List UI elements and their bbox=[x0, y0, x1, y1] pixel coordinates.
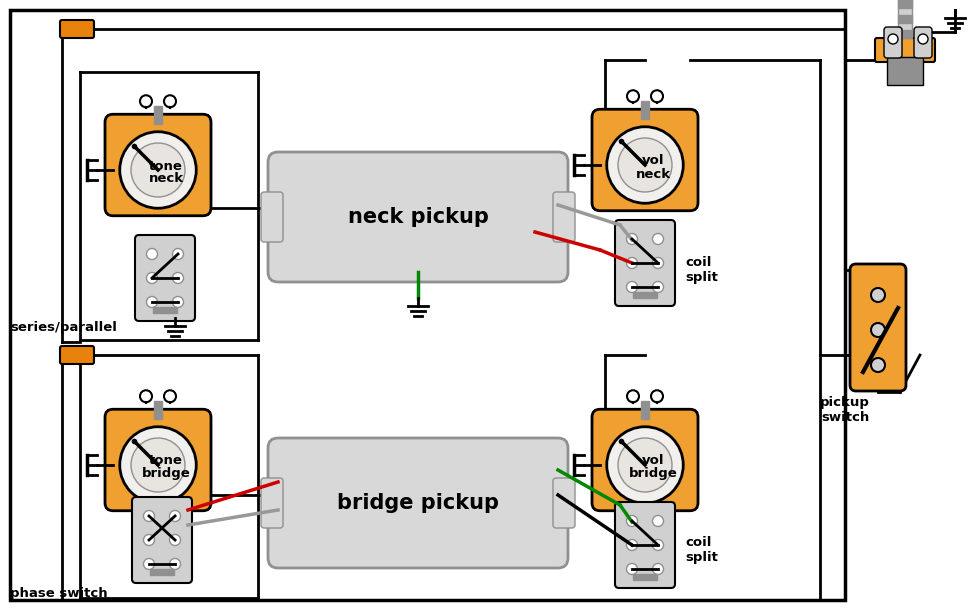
FancyBboxPatch shape bbox=[875, 38, 935, 62]
Text: neck: neck bbox=[148, 172, 183, 186]
Bar bbox=[898, 0, 912, 8]
Bar bbox=[150, 569, 174, 575]
Text: vol: vol bbox=[642, 155, 664, 167]
FancyBboxPatch shape bbox=[268, 438, 568, 568]
Circle shape bbox=[626, 257, 638, 268]
Bar bbox=[154, 401, 162, 419]
FancyBboxPatch shape bbox=[60, 346, 94, 364]
FancyBboxPatch shape bbox=[261, 478, 283, 528]
Circle shape bbox=[626, 516, 638, 527]
Text: coil
split: coil split bbox=[685, 536, 718, 564]
Circle shape bbox=[607, 126, 683, 203]
FancyBboxPatch shape bbox=[615, 502, 675, 588]
FancyBboxPatch shape bbox=[261, 192, 283, 242]
Text: neck: neck bbox=[635, 167, 670, 180]
FancyBboxPatch shape bbox=[553, 478, 575, 528]
Bar bbox=[898, 30, 912, 38]
Circle shape bbox=[131, 143, 185, 197]
FancyBboxPatch shape bbox=[615, 220, 675, 306]
Circle shape bbox=[651, 90, 663, 102]
FancyBboxPatch shape bbox=[132, 497, 192, 583]
Circle shape bbox=[146, 249, 158, 260]
Circle shape bbox=[146, 296, 158, 307]
Circle shape bbox=[871, 288, 885, 302]
Bar bbox=[153, 307, 177, 313]
Circle shape bbox=[651, 390, 663, 402]
Circle shape bbox=[626, 563, 638, 574]
Text: phase switch: phase switch bbox=[10, 587, 108, 599]
Circle shape bbox=[653, 563, 663, 574]
FancyBboxPatch shape bbox=[135, 235, 195, 321]
Text: neck pickup: neck pickup bbox=[348, 207, 488, 227]
Circle shape bbox=[607, 426, 683, 503]
Circle shape bbox=[888, 34, 898, 44]
Circle shape bbox=[146, 273, 158, 284]
FancyBboxPatch shape bbox=[553, 192, 575, 242]
Bar bbox=[154, 106, 162, 124]
Circle shape bbox=[627, 90, 639, 102]
Circle shape bbox=[120, 426, 196, 503]
Circle shape bbox=[626, 282, 638, 293]
Circle shape bbox=[140, 390, 152, 402]
Circle shape bbox=[172, 296, 183, 307]
Text: coil
split: coil split bbox=[685, 256, 718, 284]
Circle shape bbox=[618, 438, 672, 492]
Text: pickup
switch: pickup switch bbox=[820, 396, 870, 424]
Circle shape bbox=[170, 511, 180, 522]
FancyBboxPatch shape bbox=[60, 20, 94, 38]
FancyBboxPatch shape bbox=[914, 27, 932, 58]
FancyBboxPatch shape bbox=[592, 109, 698, 211]
Bar bbox=[641, 401, 649, 419]
Text: tone: tone bbox=[149, 159, 183, 172]
Circle shape bbox=[120, 132, 196, 208]
Circle shape bbox=[918, 34, 928, 44]
Circle shape bbox=[653, 233, 663, 244]
Circle shape bbox=[143, 535, 155, 546]
Circle shape bbox=[618, 138, 672, 192]
Circle shape bbox=[653, 282, 663, 293]
Bar bbox=[633, 574, 657, 580]
Circle shape bbox=[143, 558, 155, 569]
Circle shape bbox=[653, 540, 663, 551]
FancyBboxPatch shape bbox=[105, 409, 211, 511]
Circle shape bbox=[871, 323, 885, 337]
Circle shape bbox=[140, 95, 152, 108]
Circle shape bbox=[653, 257, 663, 268]
Circle shape bbox=[170, 558, 180, 569]
Circle shape bbox=[172, 273, 183, 284]
Bar bbox=[10, 10, 845, 600]
Circle shape bbox=[871, 358, 885, 372]
Circle shape bbox=[653, 516, 663, 527]
FancyBboxPatch shape bbox=[850, 264, 906, 391]
Bar bbox=[898, 15, 912, 23]
Circle shape bbox=[626, 540, 638, 551]
Bar bbox=[887, 57, 923, 85]
Circle shape bbox=[131, 438, 185, 492]
Text: series/parallel: series/parallel bbox=[10, 321, 117, 334]
FancyBboxPatch shape bbox=[884, 27, 902, 58]
Text: bridge pickup: bridge pickup bbox=[337, 493, 499, 513]
Circle shape bbox=[164, 390, 176, 402]
Bar bbox=[641, 101, 649, 119]
FancyBboxPatch shape bbox=[105, 114, 211, 216]
Text: bridge: bridge bbox=[142, 467, 190, 480]
Circle shape bbox=[626, 233, 638, 244]
FancyBboxPatch shape bbox=[592, 409, 698, 511]
Circle shape bbox=[172, 249, 183, 260]
Circle shape bbox=[170, 535, 180, 546]
Circle shape bbox=[143, 511, 155, 522]
Text: bridge: bridge bbox=[628, 467, 677, 480]
Bar bbox=[898, 0, 912, 40]
FancyBboxPatch shape bbox=[268, 152, 568, 282]
Text: vol: vol bbox=[642, 455, 664, 467]
Text: tone: tone bbox=[149, 455, 183, 467]
Bar bbox=[633, 292, 657, 298]
Circle shape bbox=[627, 390, 639, 402]
Circle shape bbox=[164, 95, 176, 108]
